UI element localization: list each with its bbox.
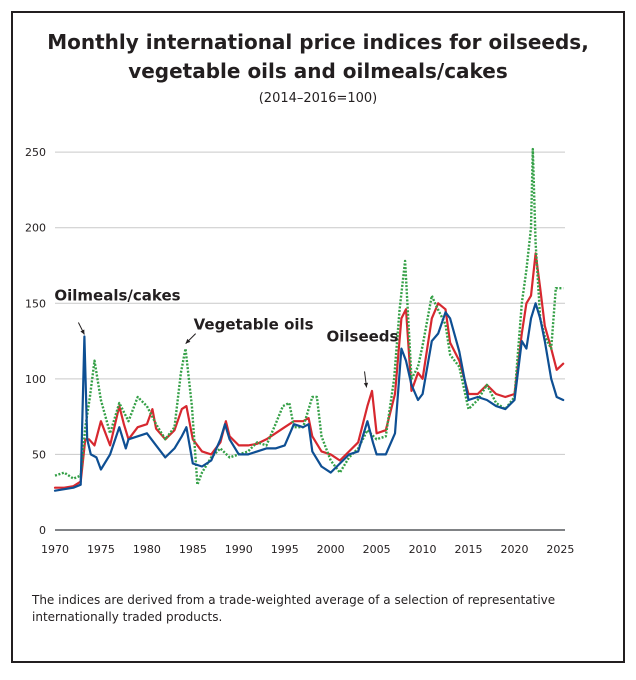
annotation-label-vegetable-oils: Vegetable oils [194,316,314,334]
chart-subtitle: (2014–2016=100) [258,91,378,106]
chart-title-line-1: Monthly international price indices for … [47,30,589,54]
gridlines [55,151,565,531]
series-line-oilmeals-cakes [53,302,565,492]
x-tick-label-1990: 1990 [225,543,253,556]
chart-frame [11,11,625,663]
annotation-label-oilseeds: Oilseeds [327,327,399,345]
x-tick-label-2020: 2020 [500,543,528,556]
x-tick-label-1985: 1985 [179,543,207,556]
chart-title-line-2: vegetable oils and oilmeals/cakes [128,59,508,83]
x-tick-label-2015: 2015 [455,543,483,556]
annotation-arrowhead-oilmeals-cakes [80,329,85,335]
series-line-oilseeds [53,252,565,489]
y-tick-label-150: 150 [25,297,46,310]
x-tick-label-1980: 1980 [133,543,161,556]
x-tick-label-1970: 1970 [41,543,69,556]
chart-footnote: The indices are derived from a trade-wei… [32,593,556,624]
annotation-arrowhead-vegetable-oils [185,338,191,344]
x-axis-tick-labels: 1970 1975 1980 1985 1990 1995 2000 2005 2010 2015… [41,543,574,556]
x-tick-label-2025: 2025 [546,543,574,556]
x-tick-label-2010: 2010 [409,543,437,556]
y-tick-label-0: 0 [39,524,46,537]
y-tick-label-200: 200 [25,222,46,235]
y-tick-label-100: 100 [25,373,46,386]
series-annotations: Oilmeals/cakes Vegetable oils Oilseeds [54,287,399,388]
x-tick-label-1975: 1975 [87,543,115,556]
annotation-label-oilmeals-cakes: Oilmeals/cakes [54,287,180,305]
x-tick-label-2005: 2005 [363,543,391,556]
y-tick-label-250: 250 [25,146,46,159]
series-lines [53,147,565,492]
x-tick-label-2000: 2000 [317,543,345,556]
series-line-vegetable-oils [54,147,564,486]
y-tick-label-50: 50 [32,448,46,461]
chart-title: Monthly international price indices for … [0,28,636,86]
x-tick-label-1995: 1995 [271,543,299,556]
annotation-arrowhead-oilseeds [363,382,369,388]
y-axis-tick-labels: 0 50 100 150 200 250 [25,146,46,537]
